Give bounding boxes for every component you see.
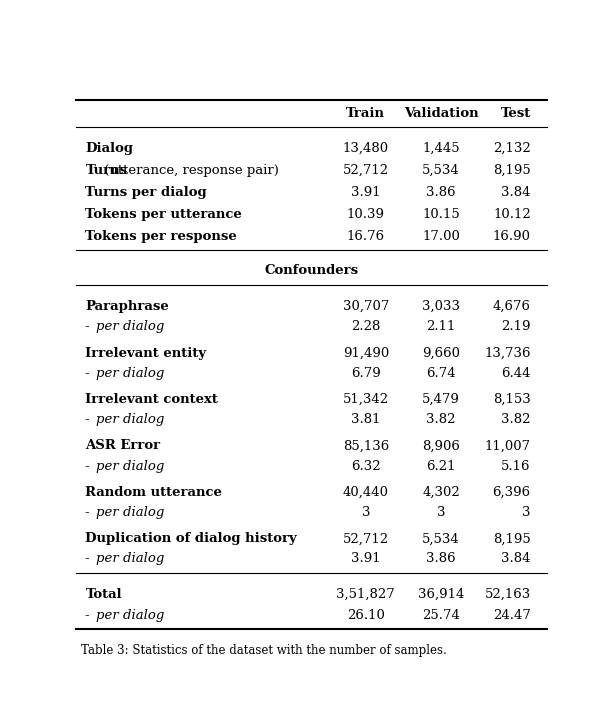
- Text: 8,153: 8,153: [493, 393, 531, 406]
- Text: 30,707: 30,707: [342, 300, 389, 313]
- Text: 52,712: 52,712: [343, 164, 389, 177]
- Text: 17.00: 17.00: [422, 230, 460, 242]
- Text: Turns per dialog: Turns per dialog: [85, 186, 207, 199]
- Text: 85,136: 85,136: [343, 439, 389, 452]
- Text: 3.84: 3.84: [501, 552, 531, 566]
- Text: 6.44: 6.44: [501, 367, 531, 380]
- Text: -: -: [85, 609, 94, 621]
- Text: 2,132: 2,132: [493, 142, 531, 155]
- Text: 6.21: 6.21: [426, 460, 456, 472]
- Text: 3.82: 3.82: [501, 413, 531, 426]
- Text: per dialog: per dialog: [96, 460, 165, 472]
- Text: 8,906: 8,906: [422, 439, 460, 452]
- Text: 9,660: 9,660: [422, 347, 460, 359]
- Text: 51,342: 51,342: [343, 393, 389, 406]
- Text: 26.10: 26.10: [347, 609, 385, 621]
- Text: Train: Train: [347, 107, 385, 120]
- Text: 4,302: 4,302: [423, 486, 460, 499]
- Text: per dialog: per dialog: [96, 506, 165, 519]
- Text: -: -: [85, 320, 94, 333]
- Text: Tokens per utterance: Tokens per utterance: [85, 208, 242, 220]
- Text: 25.74: 25.74: [422, 609, 460, 621]
- Text: Irrelevant entity: Irrelevant entity: [85, 347, 207, 359]
- Text: 2.11: 2.11: [426, 320, 456, 333]
- Text: -: -: [85, 552, 94, 566]
- Text: 5,534: 5,534: [423, 164, 460, 177]
- Text: (utterance, response pair): (utterance, response pair): [100, 164, 279, 177]
- Text: Dialog: Dialog: [85, 142, 133, 155]
- Text: -: -: [85, 506, 94, 519]
- Text: 52,163: 52,163: [485, 588, 531, 601]
- Text: per dialog: per dialog: [96, 367, 165, 380]
- Text: 16.76: 16.76: [347, 230, 385, 242]
- Text: 11,007: 11,007: [485, 439, 531, 452]
- Text: Confounders: Confounders: [264, 264, 359, 277]
- Text: -: -: [85, 460, 94, 472]
- Text: 24.47: 24.47: [493, 609, 531, 621]
- Text: 10.15: 10.15: [423, 208, 460, 220]
- Text: Random utterance: Random utterance: [85, 486, 223, 499]
- Text: 8,195: 8,195: [493, 164, 531, 177]
- Text: 3: 3: [362, 506, 370, 519]
- Text: 8,195: 8,195: [493, 532, 531, 545]
- Text: 3.86: 3.86: [426, 552, 456, 566]
- Text: 3.82: 3.82: [426, 413, 456, 426]
- Text: Turns: Turns: [85, 164, 128, 177]
- Text: -: -: [85, 367, 94, 380]
- Text: 2.28: 2.28: [351, 320, 381, 333]
- Text: per dialog: per dialog: [96, 609, 165, 621]
- Text: per dialog: per dialog: [96, 413, 165, 426]
- Text: Tokens per response: Tokens per response: [85, 230, 237, 242]
- Text: 5.16: 5.16: [501, 460, 531, 472]
- Text: 91,490: 91,490: [343, 347, 389, 359]
- Text: 10.12: 10.12: [493, 208, 531, 220]
- Text: 6.74: 6.74: [426, 367, 456, 380]
- Text: 3: 3: [437, 506, 446, 519]
- Text: 16.90: 16.90: [492, 230, 531, 242]
- Text: 3,033: 3,033: [422, 300, 460, 313]
- Text: 6.32: 6.32: [351, 460, 381, 472]
- Text: 4,676: 4,676: [492, 300, 531, 313]
- Text: 6.79: 6.79: [351, 367, 381, 380]
- Text: per dialog: per dialog: [96, 552, 165, 566]
- Text: 3: 3: [522, 506, 531, 519]
- Text: per dialog: per dialog: [96, 320, 165, 333]
- Text: Test: Test: [500, 107, 531, 120]
- Text: Total: Total: [85, 588, 122, 601]
- Text: 40,440: 40,440: [343, 486, 389, 499]
- Text: 6,396: 6,396: [492, 486, 531, 499]
- Text: Table 3: Statistics of the dataset with the number of samples.: Table 3: Statistics of the dataset with …: [81, 644, 446, 657]
- Text: 1,445: 1,445: [423, 142, 460, 155]
- Text: 3.81: 3.81: [351, 413, 381, 426]
- Text: 3.91: 3.91: [351, 186, 381, 199]
- Text: -: -: [85, 413, 94, 426]
- Text: 3.86: 3.86: [426, 186, 456, 199]
- Text: ASR Error: ASR Error: [85, 439, 161, 452]
- Text: 3.91: 3.91: [351, 552, 381, 566]
- Text: 3,51,827: 3,51,827: [336, 588, 395, 601]
- Text: 2.19: 2.19: [501, 320, 531, 333]
- Text: Irrelevant context: Irrelevant context: [85, 393, 218, 406]
- Text: 52,712: 52,712: [343, 532, 389, 545]
- Text: 3.84: 3.84: [501, 186, 531, 199]
- Text: 13,736: 13,736: [484, 347, 531, 359]
- Text: 5,534: 5,534: [423, 532, 460, 545]
- Text: 10.39: 10.39: [347, 208, 385, 220]
- Text: 36,914: 36,914: [418, 588, 465, 601]
- Text: Paraphrase: Paraphrase: [85, 300, 169, 313]
- Text: Duplication of dialog history: Duplication of dialog history: [85, 532, 297, 545]
- Text: Validation: Validation: [404, 107, 478, 120]
- Text: 13,480: 13,480: [343, 142, 389, 155]
- Text: 5,479: 5,479: [422, 393, 460, 406]
